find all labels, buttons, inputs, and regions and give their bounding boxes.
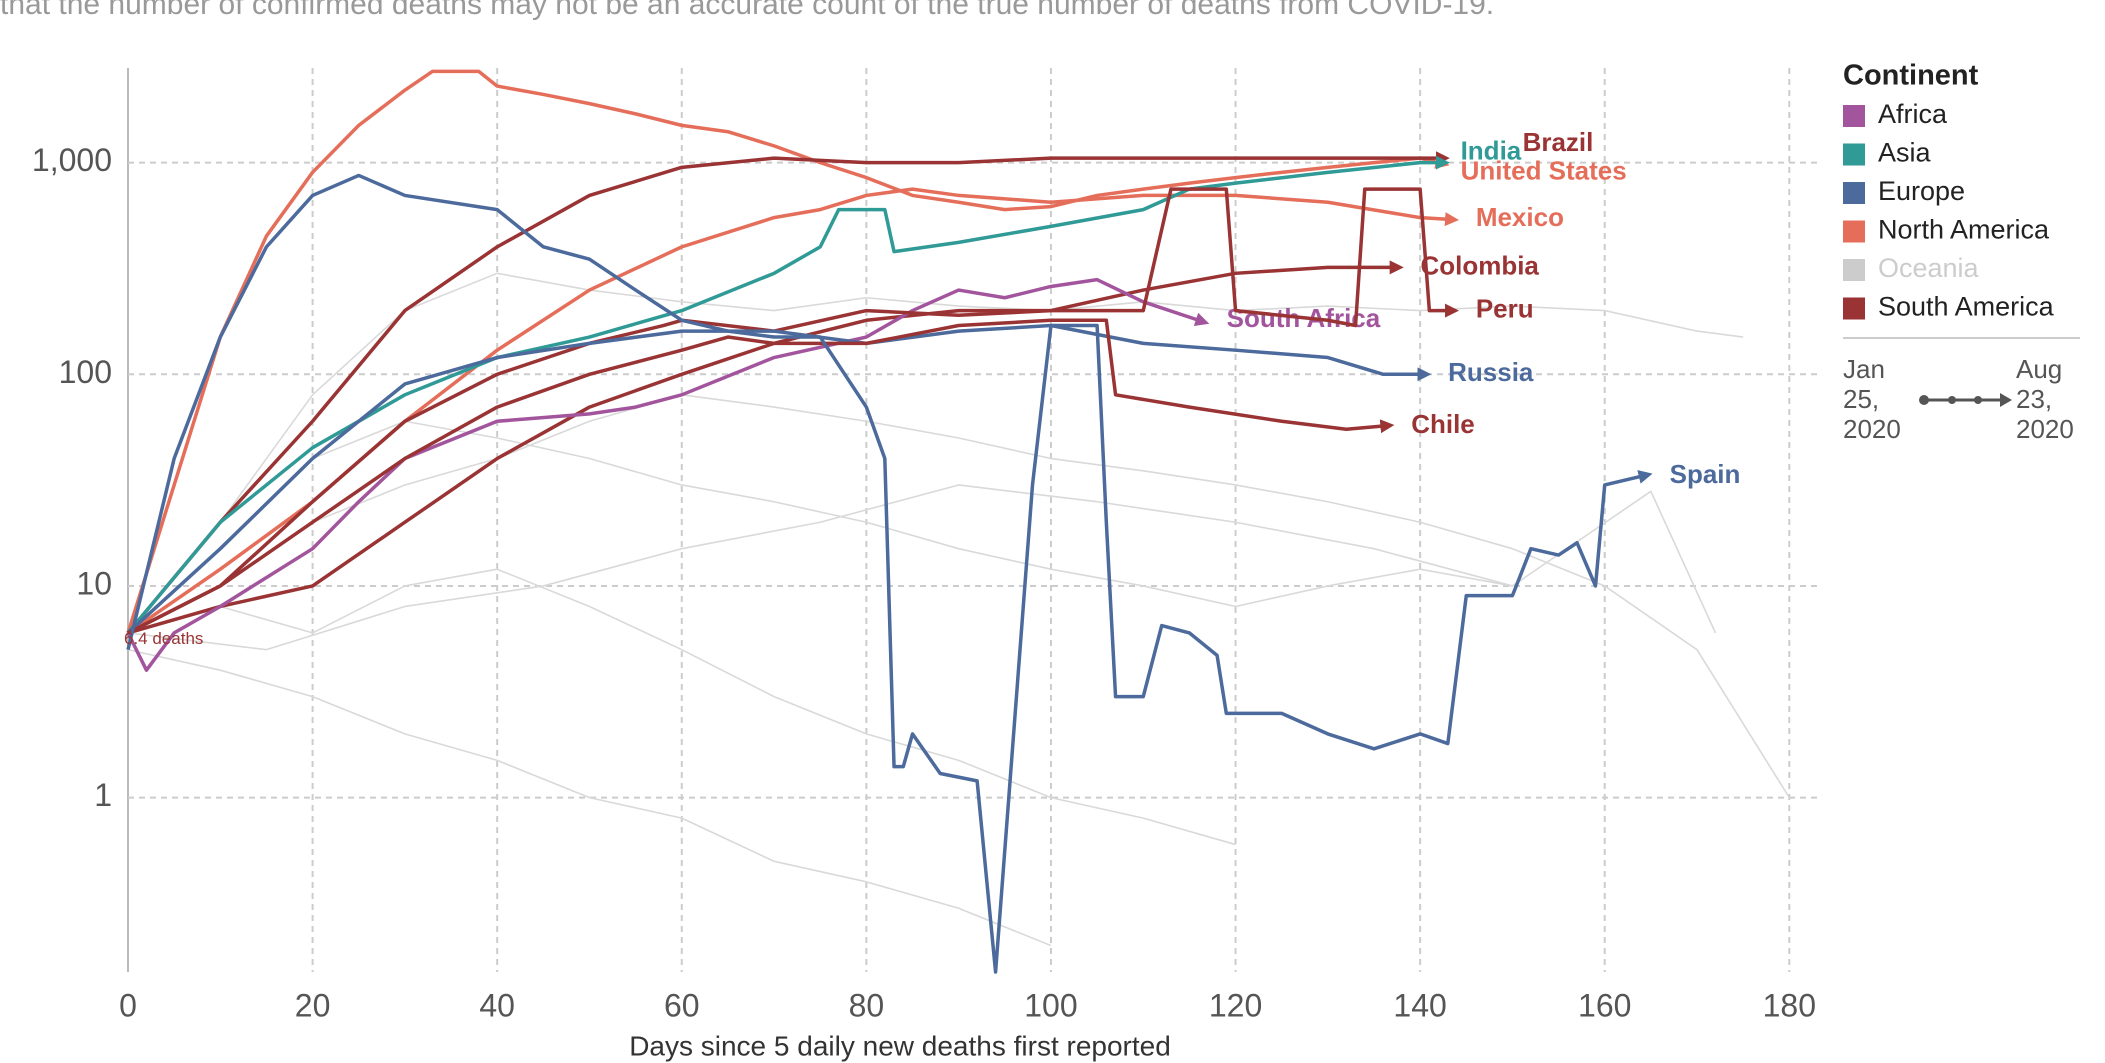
y-tick-label: 1 [94,777,112,813]
x-tick-label: 80 [849,987,885,1023]
y-tick-label: 100 [59,354,112,390]
series-line [126,277,1210,672]
legend-swatch [1843,297,1865,320]
annotation: 6.4 deaths [124,629,203,648]
series-label: Colombia [1420,250,1539,280]
legend-swatch [1843,143,1865,166]
timeline-dot [1948,396,1956,404]
series-line [126,69,1450,634]
series-line [127,318,1395,635]
y-tick-label: 10 [76,565,112,601]
series-line [126,323,1432,635]
series-line [127,260,1404,635]
legend-label: Oceania [1878,253,1980,283]
series-label: Chile [1411,409,1475,439]
x-tick-label: 0 [119,987,137,1023]
timeline-slider[interactable] [1919,393,2012,407]
legend-swatch [1843,105,1865,127]
background-line [127,648,1052,947]
timeline-arrow [2000,393,2012,407]
series-line [126,155,1450,635]
legend-label: North America [1878,215,2050,245]
x-axis-label: Days since 5 daily new deaths first repo… [629,1030,1171,1061]
legend-swatch [1843,220,1865,243]
legend-label: Africa [1878,99,1948,129]
timeline-handle[interactable] [1919,395,1929,405]
legend-label: South America [1878,292,2055,322]
series-label: India [1461,136,1522,166]
series-label: Brazil [1523,127,1594,157]
legend-label: Asia [1878,138,1932,168]
x-tick-label: 40 [479,987,515,1023]
series-label: United States [1461,156,1627,186]
x-tick-label: 100 [1024,987,1077,1023]
legend-label: Europe [1878,176,1965,206]
background-line [127,420,1513,634]
series-label: Russia [1448,357,1534,387]
series-line [127,187,1460,635]
x-tick-label: 160 [1578,987,1631,1023]
series-line [127,187,1459,635]
legend-swatch [1843,259,1865,281]
timeline-dot [1974,396,1982,404]
background-line [127,484,1717,651]
legend-swatch [1843,182,1865,204]
series-label: Mexico [1476,202,1564,232]
x-tick-label: 20 [295,987,331,1023]
timeline-end: Aug 23, 2020 [2016,354,2074,444]
y-tick-label: 1,000 [32,142,112,178]
timeline-start: Jan 25, 2020 [1843,354,1901,444]
note: that the number of confirmed deaths may … [0,0,1494,21]
series-line [126,151,1450,635]
x-tick-label: 60 [664,987,700,1023]
x-tick-label: 180 [1763,987,1816,1023]
series-line [126,173,1653,974]
series-label: Peru [1476,293,1534,323]
series-label: Spain [1670,459,1741,489]
legend-title: Continent [1843,60,1979,92]
x-tick-label: 140 [1393,987,1446,1023]
background-line [127,568,1236,846]
background-line [127,394,1790,799]
x-tick-label: 120 [1209,987,1262,1023]
